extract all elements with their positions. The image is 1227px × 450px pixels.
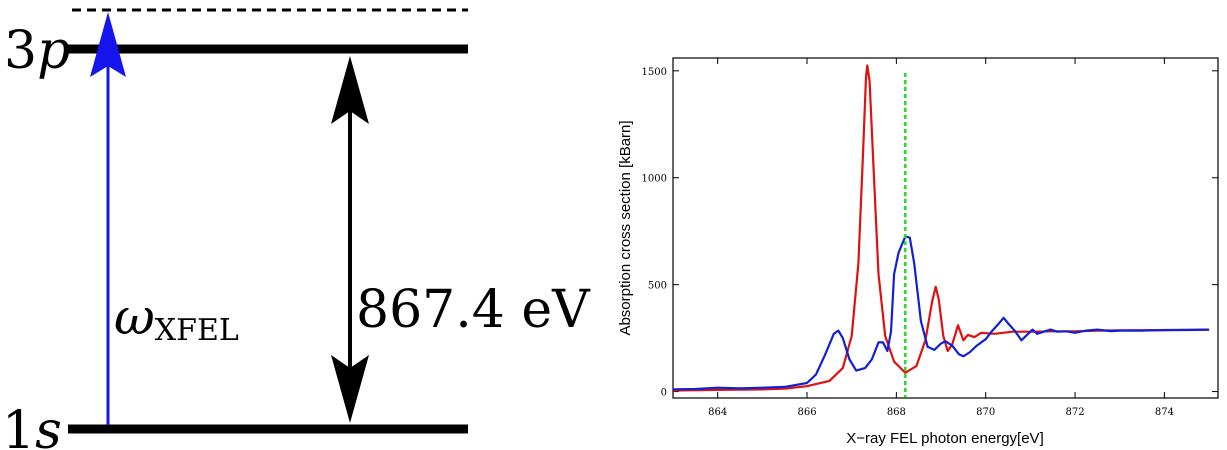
series-line-2 bbox=[672, 235, 1210, 391]
x-tick-label: 868 bbox=[887, 407, 906, 418]
energy-label-backdrop bbox=[352, 272, 582, 342]
y-axis-label: Absorption cross section [kBarn] bbox=[617, 120, 634, 335]
absorption-chart: 864 866 868 870 872 874 0 500 1000 1500 X−ray FEL… bbox=[617, 57, 1219, 447]
energy-gap-arrow-head-top bbox=[331, 56, 369, 124]
series-layer bbox=[672, 64, 1210, 398]
photon-arrow-head bbox=[90, 12, 126, 77]
y-tick-label: 0 bbox=[661, 388, 667, 399]
level-1s-label: 1s bbox=[2, 401, 62, 450]
energy-gap-label: 867.4 eV bbox=[356, 280, 591, 340]
x-tick-label: 864 bbox=[708, 407, 727, 418]
x-axis-label: X−ray FEL photon energy[eV] bbox=[846, 430, 1043, 447]
y-tick-label: 1500 bbox=[642, 67, 667, 78]
x-tick-label: 872 bbox=[1066, 407, 1085, 418]
x-tick-label: 870 bbox=[976, 407, 995, 418]
x-tick-label: 874 bbox=[1155, 407, 1174, 418]
plot-frame bbox=[672, 57, 1219, 399]
x-tick-label: 866 bbox=[797, 407, 816, 418]
y-tick-label: 500 bbox=[648, 281, 667, 292]
energy-gap-arrow-head-bottom bbox=[331, 355, 369, 423]
photon-label: ωXFEL bbox=[114, 288, 239, 348]
axis-ticks: 864 866 868 870 872 874 0 500 1000 1500 bbox=[642, 58, 1218, 418]
y-tick-label: 1000 bbox=[642, 174, 667, 185]
series-line-1 bbox=[672, 64, 1210, 392]
energy-level-diagram: 3p 1s ωXFEL 867.4 eV bbox=[2, 8, 591, 450]
level-3p-label: 3p bbox=[4, 21, 70, 81]
